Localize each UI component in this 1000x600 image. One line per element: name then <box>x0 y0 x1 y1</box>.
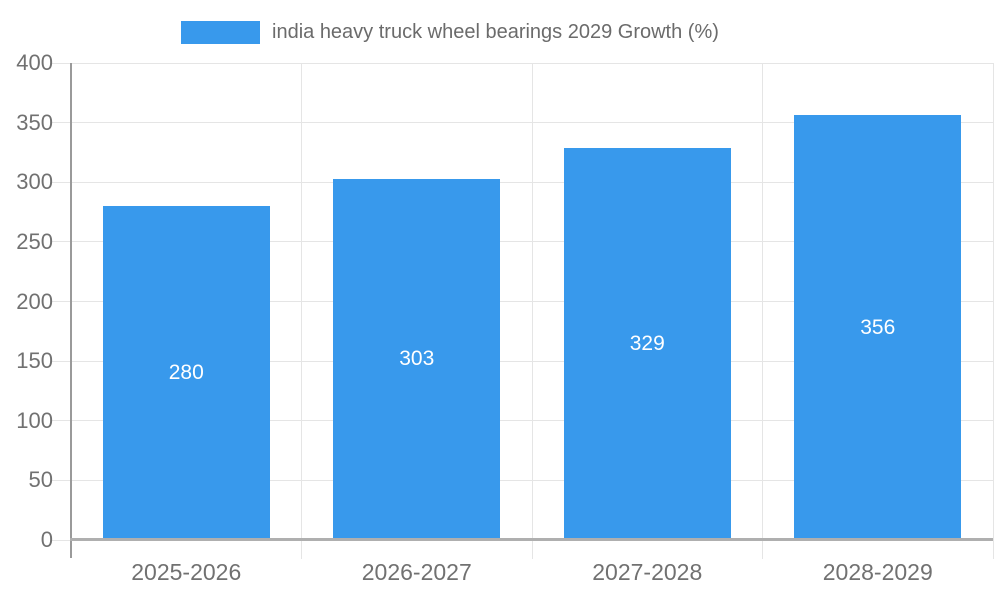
x-tick <box>992 540 994 559</box>
x-tick <box>531 540 533 559</box>
y-axis-tick-label: 100 <box>16 407 53 433</box>
y-tick <box>50 479 71 481</box>
x-tick <box>762 540 763 559</box>
category-gridline <box>992 63 994 540</box>
chart-legend: india heavy truck wheel bearings 2029 Gr… <box>181 21 719 44</box>
y-tick <box>50 62 71 64</box>
category-gridline <box>762 63 763 540</box>
x-axis-category-label: 2027-2028 <box>592 559 703 585</box>
legend-label: india heavy truck wheel bearings 2029 Gr… <box>272 21 719 43</box>
y-tick <box>50 181 71 183</box>
y-axis-tick-label: 250 <box>16 228 53 254</box>
x-axis-category-label: 2028-2029 <box>822 559 933 585</box>
y-axis-tick-label: 150 <box>16 348 53 374</box>
y-axis-tick-label: 0 <box>40 527 53 552</box>
y-tick <box>50 360 71 362</box>
y-axis-line <box>70 63 72 558</box>
bar <box>794 115 962 540</box>
y-tick <box>50 241 71 243</box>
bar <box>333 178 501 540</box>
y-axis-tick-label: 300 <box>16 169 53 195</box>
x-axis-category-label: 2025-2026 <box>131 559 242 585</box>
bar-value-label: 356 <box>860 315 896 339</box>
y-axis-tick-label: 200 <box>16 288 53 314</box>
x-axis-category-label: 2026-2027 <box>361 559 472 585</box>
y-axis-tick-label: 350 <box>16 109 53 135</box>
y-tick <box>50 122 71 124</box>
bar <box>563 147 731 540</box>
legend-swatch <box>181 21 260 44</box>
y-tick <box>50 301 71 302</box>
x-tick <box>301 540 302 559</box>
bar <box>102 206 270 540</box>
category-gridline <box>301 63 302 540</box>
y-tick <box>50 539 71 541</box>
x-axis-line <box>70 538 993 541</box>
bar-value-label: 280 <box>168 361 204 385</box>
bar-value-label: 303 <box>399 347 435 371</box>
y-tick <box>50 420 71 422</box>
y-axis-tick-label: 50 <box>28 467 53 493</box>
category-gridline <box>531 63 533 540</box>
bar-value-label: 329 <box>629 331 665 355</box>
y-axis-tick-label: 400 <box>16 50 53 75</box>
